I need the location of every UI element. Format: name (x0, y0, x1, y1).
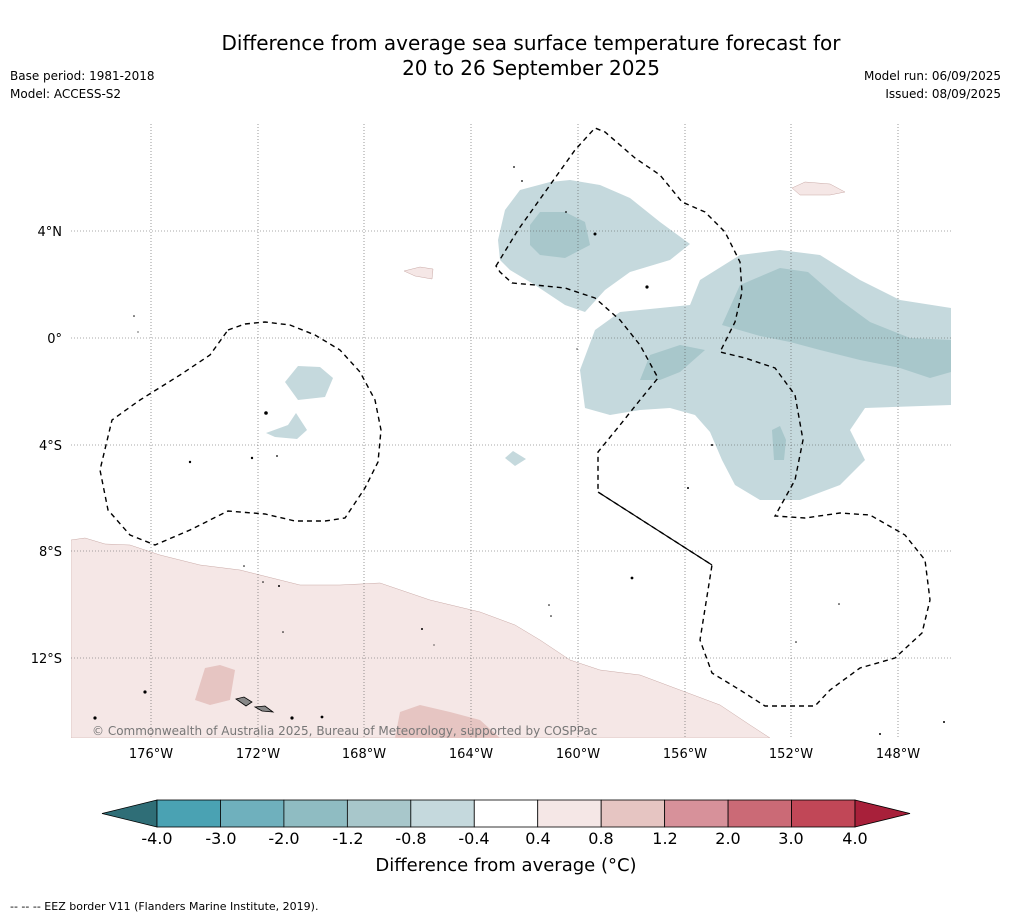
gridlines (71, 124, 951, 738)
lon-label-152w: 152°W (769, 747, 813, 762)
cbar-tick: 0.4 (525, 829, 550, 848)
colorbar-segment (283, 799, 348, 828)
cbar-tick: -4.0 (141, 829, 172, 848)
colorbar-label: Difference from average (°C) (375, 855, 637, 876)
lon-label-164w: 164°W (449, 747, 493, 762)
cool-anomaly-east-core-3 (772, 426, 786, 460)
lon-labels: 176°W 172°W 168°W 164°W 160°W 156°W 152°… (129, 747, 920, 762)
lat-label-4n: 4°N (38, 225, 63, 240)
colorbar-segment (346, 799, 412, 828)
chart-title: Difference from average sea surface temp… (0, 31, 1011, 81)
lon-label-148w: 148°W (876, 747, 920, 762)
cool-anomaly-east (580, 250, 951, 500)
lon-label-160w: 160°W (556, 747, 600, 762)
samoa-upolu (253, 705, 275, 713)
cbar-tick: 3.0 (778, 829, 803, 848)
lon-label-168w: 168°W (342, 747, 386, 762)
lat-label-8s: 8°S (39, 545, 62, 560)
colorbar-ticks: -4.0 -3.0 -2.0 -1.2 -0.8 -0.4 0.4 0.8 1.… (141, 829, 867, 848)
lon-label-176w: 176°W (129, 747, 173, 762)
colorbar-segment (537, 799, 602, 828)
cbar-tick: -0.4 (458, 829, 489, 848)
cbar-tick: -0.8 (395, 829, 426, 848)
cool-anomaly-west-3 (505, 451, 526, 466)
lon-label-156w: 156°W (663, 747, 707, 762)
colorbar-segment (156, 799, 221, 828)
meta-right: Model run: 06/09/2025 Issued: 08/09/2025 (864, 67, 1001, 103)
issued-date: Issued: 08/09/2025 (885, 87, 1001, 101)
lat-labels: 4°N 0° 4°S 8°S 12°S (31, 225, 62, 667)
lat-label-0: 0° (47, 332, 62, 347)
model-run: Model run: 06/09/2025 (863, 69, 1001, 83)
lon-label-172w: 172°W (236, 747, 280, 762)
colorbar (101, 799, 911, 828)
eez-solid-segment (597, 491, 713, 566)
warm-anomaly-patch-3 (791, 181, 846, 196)
title-line-2: 20 to 26 September 2025 (402, 56, 660, 80)
islands (93, 166, 945, 735)
samoa-savaii (235, 696, 253, 707)
cbar-tick: 1.2 (652, 829, 677, 848)
cool-anomaly-north-core (530, 212, 590, 258)
eez-kiribati-line (495, 127, 931, 707)
lat-label-4s: 4°S (39, 439, 62, 454)
cbar-tick: -1.2 (332, 829, 363, 848)
eez-borders (99, 127, 931, 707)
colorbar-segment (791, 799, 856, 828)
colorbar-segment (220, 799, 285, 828)
cbar-tick: -2.0 (268, 829, 299, 848)
copyright-text: © Commonwealth of Australia 2025, Bureau… (92, 724, 597, 738)
colorbar-segment (664, 799, 729, 828)
cbar-tick: 4.0 (842, 829, 867, 848)
cbar-tick: 2.0 (715, 829, 740, 848)
cool-anomaly-west-1 (285, 366, 333, 400)
colorbar-extend-high (854, 799, 911, 828)
map-area: © Commonwealth of Australia 2025, Bureau… (71, 124, 951, 738)
lat-label-12s: 12°S (31, 652, 62, 667)
eez-footnote: -- -- -- EEZ border V11 (Flanders Marine… (10, 900, 319, 913)
warm-anomaly-patch-4 (403, 266, 434, 280)
base-period: Base period: 1981-2018 (10, 69, 155, 83)
model-name: Model: ACCESS-S2 (10, 87, 122, 101)
cbar-tick: -3.0 (205, 829, 236, 848)
cool-anomaly-east-core (722, 268, 951, 378)
title-line-1: Difference from average sea surface temp… (221, 31, 841, 55)
meta-left: Base period: 1981-2018 Model: ACCESS-S2 (10, 67, 155, 103)
cbar-tick: 0.8 (588, 829, 613, 848)
eez-kiribati-phoenix (99, 321, 382, 546)
colorbar-segment (410, 799, 475, 828)
warm-anomaly-patch-1 (195, 665, 235, 705)
cool-anomaly-east-core-2 (640, 345, 705, 380)
colorbar-segment (600, 799, 666, 828)
cool-anomaly-west-2 (266, 413, 307, 439)
colorbar-segment (727, 799, 792, 828)
colorbar-segment (473, 799, 539, 828)
colorbar-extend-low (101, 799, 158, 828)
warm-anomaly-south (71, 537, 771, 738)
warm-anomaly-patch-2 (395, 705, 500, 738)
